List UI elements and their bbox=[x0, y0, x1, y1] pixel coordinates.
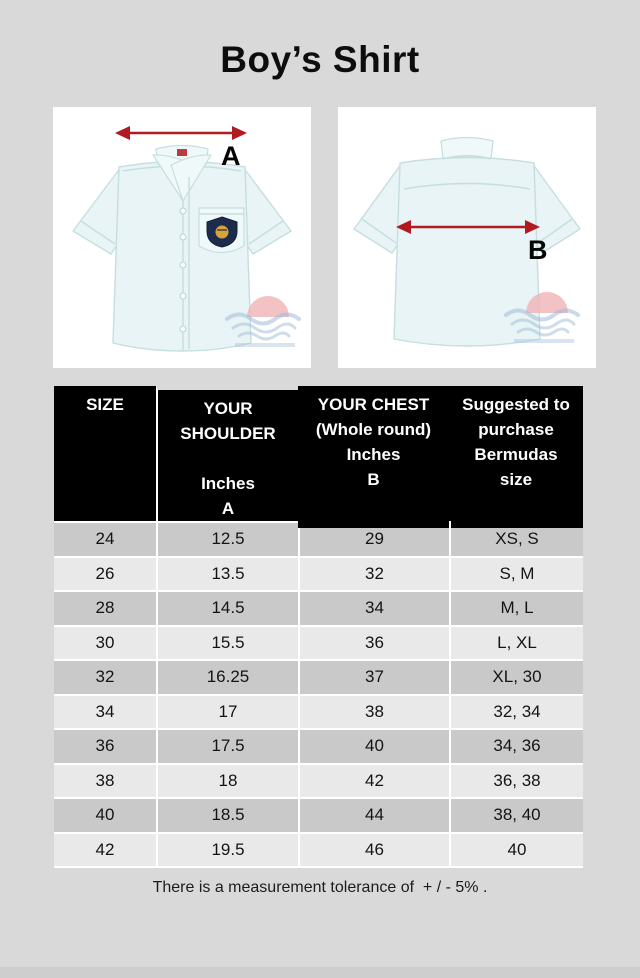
table-row: 40 18.5 44 38, 40 bbox=[54, 799, 583, 834]
cell-bermudas: 32, 34 bbox=[449, 695, 583, 728]
cell-chest: 37 bbox=[298, 661, 449, 694]
table-row: 34 17 38 32, 34 bbox=[54, 695, 583, 730]
cell-bermudas: 40 bbox=[449, 833, 583, 866]
cell-shoulder: 12.5 bbox=[156, 523, 298, 556]
page-title: Boy’s Shirt bbox=[220, 39, 420, 80]
cell-bermudas: L, XL bbox=[449, 626, 583, 659]
table-row: 32 16.25 37 XL, 30 bbox=[54, 661, 583, 696]
cell-size: 24 bbox=[95, 529, 115, 549]
measurement-label-a: A bbox=[221, 141, 241, 171]
table-row: 28 14.5 34 M, L bbox=[54, 592, 583, 627]
size-table-header: SIZE YOUR SHOULDER Inches A YOUR CHEST (… bbox=[54, 386, 583, 528]
cell-bermudas: S, M bbox=[449, 557, 583, 590]
cell-size: 28 bbox=[95, 598, 115, 618]
table-row: 26 13.5 32 S, M bbox=[54, 557, 583, 592]
cell-chest: 46 bbox=[298, 833, 449, 866]
shirt-front-image: A bbox=[72, 126, 301, 352]
collar-tag bbox=[177, 149, 187, 156]
table-row: 42 19.5 46 40 bbox=[54, 833, 583, 868]
shirt-front-panel: A bbox=[53, 107, 311, 368]
shirt-back-panel: B bbox=[338, 107, 596, 368]
watermark-icon bbox=[225, 296, 301, 347]
cell-chest: 29 bbox=[298, 523, 449, 556]
table-row: 36 17.5 40 34, 36 bbox=[54, 730, 583, 765]
header-shoulder: YOUR SHOULDER Inches A bbox=[156, 386, 298, 521]
cell-shoulder: 15.5 bbox=[156, 626, 298, 659]
size-table-body: 24 12.5 29 XS, S 26 13.5 32 S, M 28 14.5 34 M, L 30 1… bbox=[54, 523, 583, 868]
size-chart-table: SIZE YOUR SHOULDER Inches A YOUR CHEST (… bbox=[54, 386, 583, 868]
cell-shoulder: 16.25 bbox=[156, 661, 298, 694]
cell-bermudas: 36, 38 bbox=[449, 764, 583, 797]
size-chart-page: { "page": { "title": "Boy\u2019s Shirt",… bbox=[0, 34, 640, 978]
table-row: 30 15.5 36 L, XL bbox=[54, 626, 583, 661]
watermark-icon bbox=[504, 292, 580, 343]
cell-chest: 44 bbox=[298, 799, 449, 832]
shirt-back-image: B bbox=[353, 136, 581, 347]
cell-size: 30 bbox=[95, 632, 115, 652]
header-suggested: Suggested to purchase Bermudas size bbox=[449, 386, 583, 528]
cell-shoulder: 17.5 bbox=[156, 730, 298, 763]
table-row: 38 18 42 36, 38 bbox=[54, 764, 583, 799]
cell-chest: 38 bbox=[298, 695, 449, 728]
cell-chest: 34 bbox=[298, 592, 449, 625]
cell-shoulder: 14.5 bbox=[156, 592, 298, 625]
cell-shoulder: 18.5 bbox=[156, 799, 298, 832]
cell-bermudas: XS, S bbox=[449, 523, 583, 556]
shirt-figures: A bbox=[53, 107, 596, 368]
measurement-label-b: B bbox=[528, 235, 548, 265]
cell-chest: 36 bbox=[298, 626, 449, 659]
tolerance-note: There is a measurement tolerance of + / … bbox=[152, 879, 488, 896]
cell-bermudas: XL, 30 bbox=[449, 661, 583, 694]
cell-chest: 40 bbox=[298, 730, 449, 763]
cell-bermudas: M, L bbox=[449, 592, 583, 625]
cell-shoulder: 13.5 bbox=[156, 557, 298, 590]
cell-size: 26 bbox=[95, 563, 115, 583]
cell-shoulder: 19.5 bbox=[156, 833, 298, 866]
cell-bermudas: 38, 40 bbox=[449, 799, 583, 832]
header-chest: YOUR CHEST (Whole round) Inches B bbox=[298, 386, 449, 528]
table-row: 24 12.5 29 XS, S bbox=[54, 523, 583, 558]
measurement-arrow-a bbox=[115, 126, 247, 140]
pocket-badge-icon bbox=[206, 216, 238, 248]
cell-size: 38 bbox=[95, 770, 115, 790]
cell-size: 34 bbox=[95, 701, 115, 721]
cell-shoulder: 17 bbox=[156, 695, 298, 728]
cell-size: 32 bbox=[95, 667, 115, 687]
cell-size: 40 bbox=[95, 805, 115, 825]
cell-chest: 32 bbox=[298, 557, 449, 590]
cell-shoulder: 18 bbox=[156, 764, 298, 797]
measurement-arrow-b bbox=[396, 220, 540, 234]
header-size: SIZE bbox=[54, 386, 156, 521]
cell-chest: 42 bbox=[298, 764, 449, 797]
cell-bermudas: 34, 36 bbox=[449, 730, 583, 763]
cell-size: 42 bbox=[95, 839, 115, 859]
bottom-strip bbox=[0, 967, 640, 978]
cell-size: 36 bbox=[95, 736, 115, 756]
